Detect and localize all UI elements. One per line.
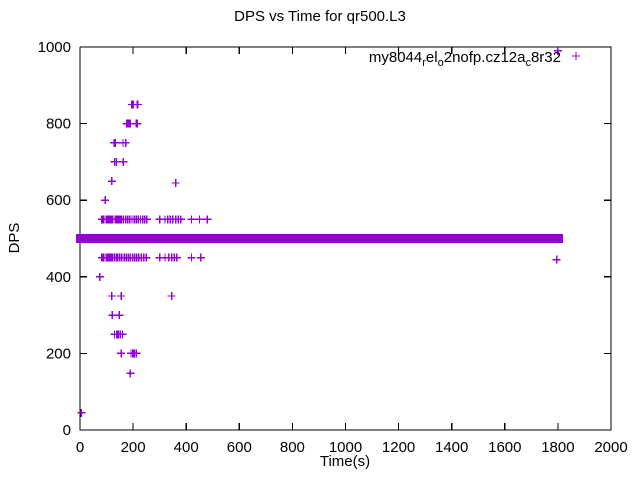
y-tick-label: 800: [46, 116, 71, 133]
y-tick-label: 400: [46, 269, 71, 286]
x-tick-label: 1600: [488, 439, 521, 456]
legend: my8044relo2nofp.cz12ac8r32: [369, 49, 580, 69]
x-axis-ticks: 0 200 400 600 800 1000 1200 1400 1600 1800 2000: [76, 47, 628, 456]
x-tick-label: 800: [280, 439, 305, 456]
y-axis-label: DPS: [6, 223, 23, 254]
x-tick-label: 1000: [329, 439, 362, 456]
x-tick-label: 2000: [594, 439, 627, 456]
x-tick-label: 1800: [541, 439, 574, 456]
x-tick-label: 200: [121, 439, 146, 456]
y-axis-ticks: 0 200 400 600 800 1000: [38, 39, 611, 439]
data-points-layer: [76, 46, 564, 417]
legend-key-marker: [572, 52, 580, 60]
legend-series-label: my8044relo2nofp.cz12ac8r32: [369, 49, 561, 69]
x-tick-label: 0: [76, 439, 84, 456]
y-tick-label: 1000: [38, 39, 71, 56]
x-tick-label: 1400: [435, 439, 468, 456]
x-tick-label: 600: [227, 439, 252, 456]
chart-title-group: DPS vs Time for qr500.L3: [234, 8, 406, 25]
y-tick-label: 600: [46, 192, 71, 209]
x-axis-label: Time(s): [320, 453, 370, 470]
y-tick-label: 200: [46, 345, 71, 362]
chart-title: DPS vs Time for qr500.L3: [234, 8, 406, 25]
x-tick-label: 1200: [382, 439, 415, 456]
x-tick-label: 400: [174, 439, 199, 456]
y-tick-label: 0: [63, 422, 71, 439]
